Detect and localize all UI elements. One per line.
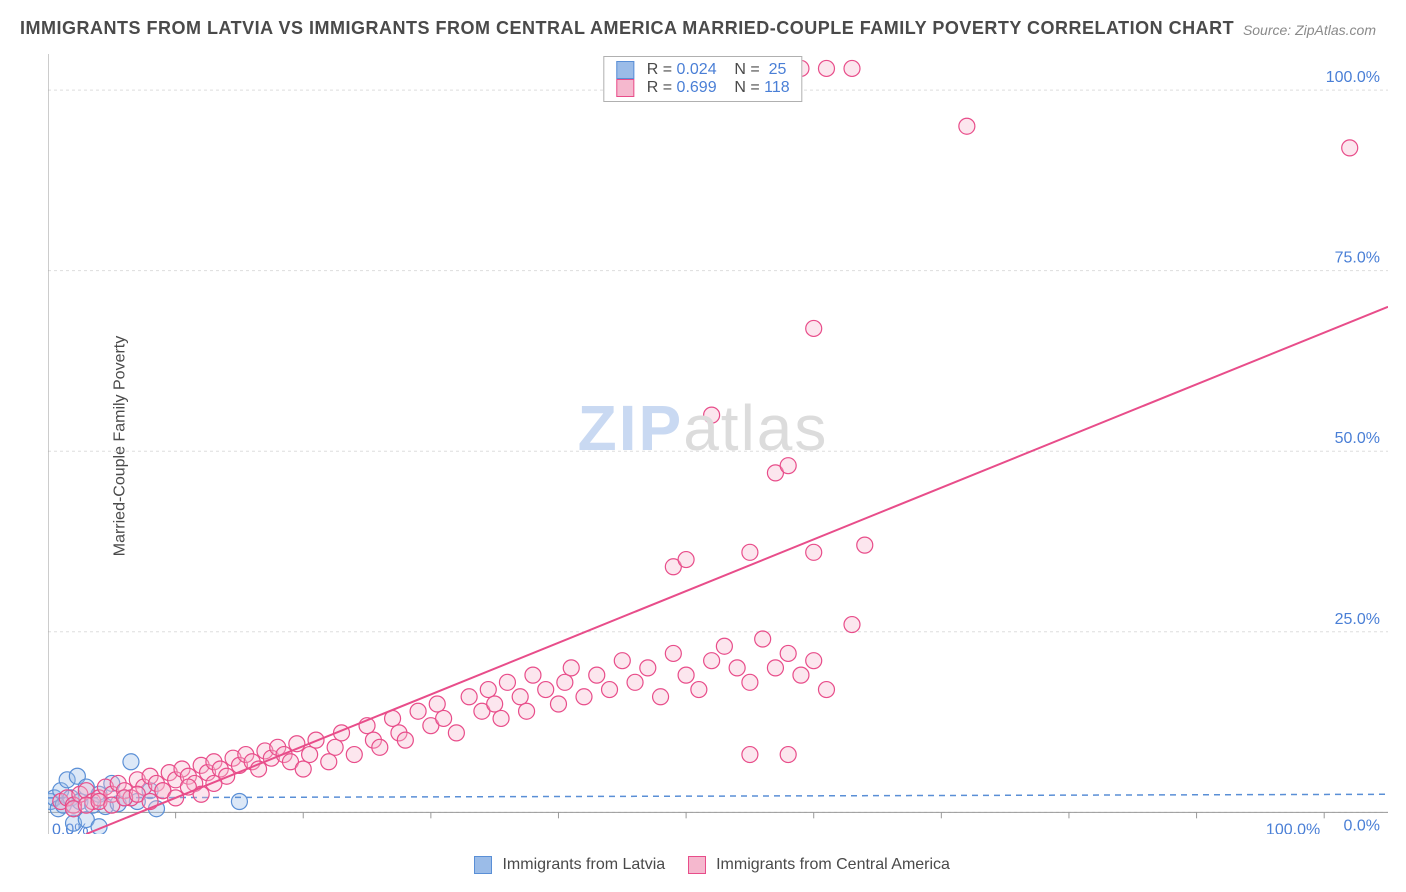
legend-swatch-ca-icon xyxy=(688,856,706,874)
r-label: R = xyxy=(647,61,672,78)
correlation-stats-box: R = 0.024 N = 25 R = 0.699 N = 118 xyxy=(603,56,802,102)
svg-text:0.0%: 0.0% xyxy=(1344,817,1380,834)
stats-row-latvia: R = 0.024 N = 25 xyxy=(616,61,789,79)
svg-text:100.0%: 100.0% xyxy=(1326,69,1380,86)
legend-swatch-latvia-icon xyxy=(474,856,492,874)
n-value-latvia: 25 xyxy=(769,61,787,78)
svg-text:50.0%: 50.0% xyxy=(1335,430,1380,447)
stats-row-central-america: R = 0.699 N = 118 xyxy=(616,79,789,97)
r-label: R = xyxy=(647,79,672,96)
swatch-ca-icon xyxy=(616,79,634,97)
source-attribution: Source: ZipAtlas.com xyxy=(1243,22,1376,38)
svg-text:75.0%: 75.0% xyxy=(1335,250,1380,267)
legend: Immigrants from Latvia Immigrants from C… xyxy=(0,856,1406,874)
legend-label-ca: Immigrants from Central America xyxy=(716,856,950,873)
n-label: N = xyxy=(734,79,759,96)
chart-title: IMMIGRANTS FROM LATVIA VS IMMIGRANTS FRO… xyxy=(20,18,1234,39)
r-value-ca: 0.699 xyxy=(677,79,717,96)
swatch-latvia-icon xyxy=(616,61,634,79)
n-value-ca: 118 xyxy=(764,79,790,96)
legend-label-latvia: Immigrants from Latvia xyxy=(502,856,665,873)
r-value-latvia: 0.024 xyxy=(677,61,717,78)
svg-text:25.0%: 25.0% xyxy=(1335,611,1380,628)
scatter-plot: 0.0%25.0%50.0%75.0%100.0%0.0%100.0% xyxy=(48,54,1388,834)
n-label: N = xyxy=(734,61,759,78)
svg-text:100.0%: 100.0% xyxy=(1266,821,1320,834)
